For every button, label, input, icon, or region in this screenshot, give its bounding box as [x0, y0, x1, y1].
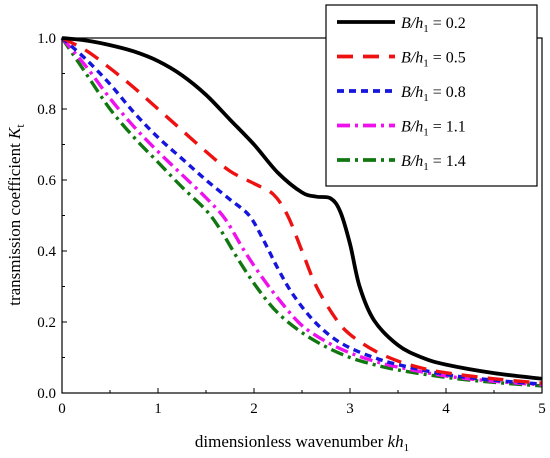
legend-label-4: B/h1 = 1.1 [401, 119, 466, 139]
legend-label-2: B/h1 = 0.5 [401, 50, 466, 70]
y-tick-label: 0.2 [37, 315, 56, 331]
legend: B/h1 = 0.2 B/h1 = 0.5 B/h1 = 0.8 B/h1 = 1.1… [325, 4, 538, 187]
y-tick-label: 0.0 [37, 386, 56, 402]
y-tick-label: 0.6 [37, 173, 56, 189]
series-line-5 [60, 37, 543, 388]
y-tick-label: 1.0 [37, 31, 56, 47]
series-lines [60, 36, 543, 388]
legend-label-1: B/h1 = 0.2 [401, 15, 466, 35]
series-line-2 [61, 36, 543, 385]
x-tick-label: 2 [250, 401, 258, 417]
y-tick-label: 0.8 [37, 102, 56, 118]
x-tick-label: 3 [346, 401, 354, 417]
series-line-3 [60, 36, 543, 386]
x-tick-label: 0 [58, 401, 66, 417]
x-tick-label: 4 [442, 401, 450, 417]
legend-label-5: B/h1 = 1.4 [401, 153, 466, 173]
y-axis-title: transmission coefficient Kt [5, 124, 27, 306]
x-tick-label: 5 [538, 401, 546, 417]
plot-frame [61, 37, 543, 394]
legend-label-3: B/h1 = 0.8 [401, 84, 466, 104]
x-tick-label: 1 [154, 401, 162, 417]
series-line-4 [60, 36, 543, 387]
series-line-1 [61, 36, 543, 381]
y-tick-label: 0.4 [37, 244, 56, 260]
x-axis-title: dimensionless wavenumber kh1 [195, 432, 409, 454]
legend-box [325, 4, 538, 187]
axis-ticks: 0 1 2 3 4 5 0.0 0.2 0.4 0.6 0.8 1.0 [37, 31, 546, 417]
